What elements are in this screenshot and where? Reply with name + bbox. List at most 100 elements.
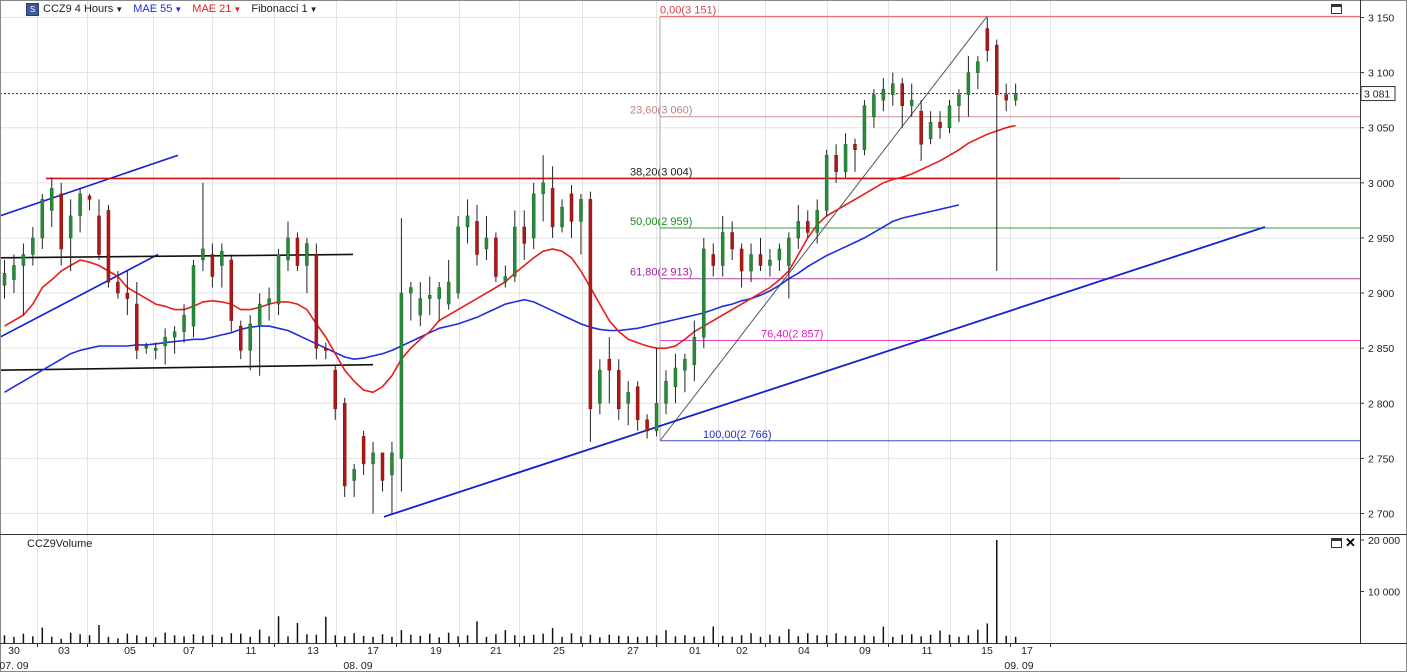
x-day-label: 15 (981, 645, 993, 657)
x-day-label: 09 (859, 645, 871, 657)
chart-toolbar: S CCZ9 4 Hours ▼ MAE 55 ▼ MAE 21 ▼ Fibon… (0, 0, 328, 18)
candle-body (220, 250, 224, 266)
y-tick-label: 2 850 (1368, 343, 1394, 355)
candle-body (361, 436, 366, 465)
candle-body (21, 254, 26, 266)
candle-body (352, 469, 356, 481)
current-price-tag (1360, 86, 1396, 102)
candle-body (947, 105, 952, 128)
candle-body (210, 254, 215, 277)
candle-body (617, 369, 621, 410)
candle-body (550, 188, 555, 228)
candle-body (342, 403, 347, 487)
x-day-label: 21 (490, 645, 502, 657)
candle-body (872, 94, 876, 117)
candle-body (881, 88, 886, 101)
candle-body (569, 193, 574, 222)
mae21-label: MAE 21 (192, 3, 232, 15)
candle-body (135, 303, 139, 351)
candle-body (995, 44, 999, 95)
candle-body (796, 221, 801, 239)
x-day-label: 11 (922, 645, 933, 657)
candle-body (305, 243, 309, 266)
candle-body (456, 226, 460, 294)
candlesticks (2, 17, 1018, 514)
lower-channel-trendline (0, 253, 159, 338)
candle-body (418, 298, 423, 316)
maximize-price-panel-icon[interactable] (1331, 4, 1342, 14)
candle-body (522, 226, 526, 244)
candle-body (437, 287, 441, 299)
candle-body (494, 237, 498, 277)
candle-body (59, 193, 63, 250)
symbol-icon[interactable]: S (26, 2, 39, 16)
volume-panel-title: CCZ9Volume (27, 538, 93, 550)
close-volume-panel-icon[interactable]: ✕ (1345, 535, 1356, 550)
candle-body (428, 295, 432, 299)
candle-body (853, 144, 857, 151)
candle-body (144, 345, 148, 349)
candle-body (891, 83, 895, 95)
candle-body (1013, 93, 1018, 101)
candle-body (371, 452, 375, 465)
x-day-label: 02 (736, 645, 748, 657)
current-price-label: 3 081 (1364, 89, 1390, 101)
candle-body (286, 237, 290, 261)
candle-body (97, 215, 101, 255)
x-month-label: 08. 09 (343, 660, 372, 672)
candle-body (267, 298, 271, 305)
candle-body (843, 144, 848, 173)
candle-body (900, 83, 904, 106)
upper-channel-trendline (0, 154, 179, 217)
candle-body (257, 303, 262, 327)
candle-body (201, 248, 205, 261)
candle-body (503, 276, 508, 283)
volume-axis-label: 10 000 (1368, 587, 1400, 599)
candle-body (683, 358, 687, 371)
fib-level-label: 100,00(2 766) (703, 429, 772, 441)
x-day-label: 27 (627, 645, 639, 657)
candle-body (2, 272, 7, 286)
candle-body (909, 99, 914, 106)
x-day-label: 19 (430, 645, 442, 657)
candle-body (579, 199, 583, 222)
candle-body (314, 254, 319, 349)
y-tick-label: 2 700 (1368, 509, 1394, 521)
long-support-trendline (383, 226, 1266, 518)
fib-level-label: 38,20(3 004) (630, 166, 692, 178)
fib-diagonal (659, 16, 988, 442)
candle-body (182, 314, 186, 332)
candle-body (976, 61, 980, 73)
candle-body (824, 155, 829, 211)
candle-body (711, 254, 715, 266)
mae21-line (4, 124, 1016, 394)
candle-body (191, 265, 196, 327)
x-day-label: 17 (367, 645, 379, 657)
drawn-trendlines (0, 92, 1360, 518)
candle-body (541, 182, 545, 195)
y-tick-label: 3 000 (1368, 178, 1394, 190)
candle-body (172, 331, 177, 338)
candle-body (40, 199, 45, 239)
candle-body (1004, 94, 1008, 101)
fib-level-label: 76,40(2 857) (761, 328, 823, 340)
fib-level-label: 61,80(2 913) (630, 267, 692, 279)
candle-body (324, 347, 328, 351)
candle-body (635, 386, 640, 421)
y-tick-label: 2 750 (1368, 453, 1394, 465)
candle-body (465, 215, 470, 228)
fib-level-label: 50,00(2 959) (630, 216, 692, 228)
fibonacci-tool[interactable]: Fibonacci 1 ▼ (251, 3, 317, 15)
mae21-indicator[interactable]: MAE 21 ▼ (192, 3, 241, 15)
maximize-volume-panel-icon[interactable] (1331, 538, 1342, 548)
candle-body (787, 237, 791, 266)
candle-body (739, 248, 744, 272)
y-tick-label: 2 950 (1368, 233, 1394, 245)
candle-body (758, 254, 763, 266)
mae55-indicator[interactable]: MAE 55 ▼ (133, 3, 182, 15)
dropdown-arrow-icon: ▼ (115, 4, 124, 14)
x-day-label: 30 (8, 645, 20, 657)
symbol-selector[interactable]: CCZ9 4 Hours ▼ (43, 3, 123, 15)
x-day-label: 13 (307, 645, 319, 657)
